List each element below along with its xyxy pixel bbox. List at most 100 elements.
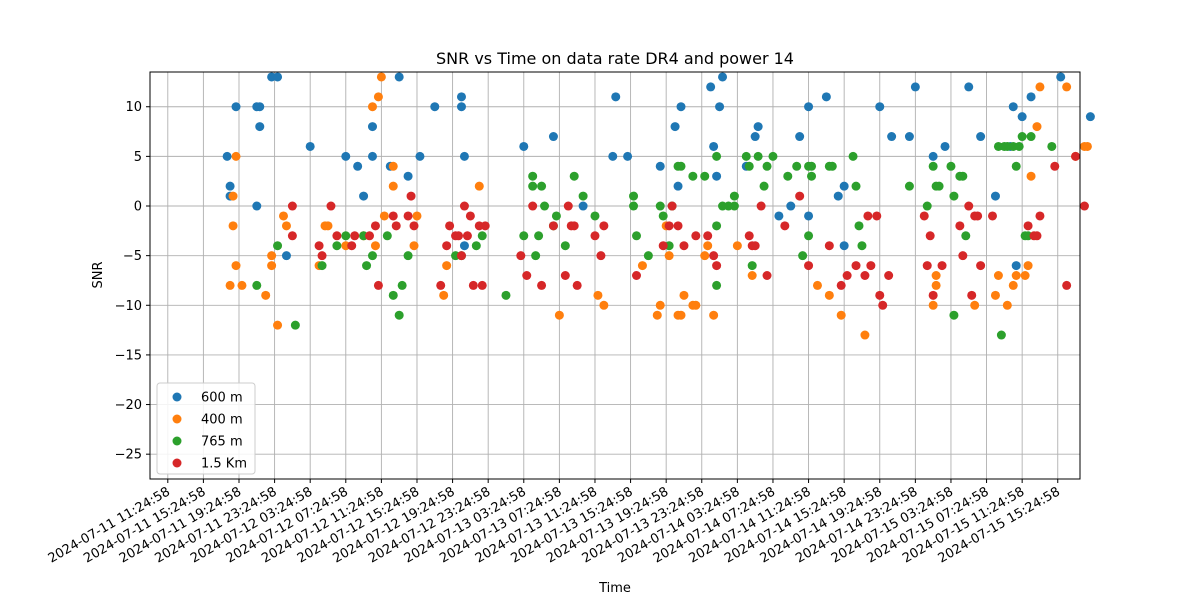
data-point (768, 151, 778, 161)
data-point (973, 211, 983, 221)
data-point (655, 161, 665, 171)
y-tick-label: −10 (115, 299, 142, 314)
data-point (996, 330, 1006, 340)
data-point (379, 211, 389, 221)
data-point (756, 201, 766, 211)
data-point (394, 310, 404, 320)
data-point (471, 241, 481, 251)
data-point (753, 122, 763, 132)
data-point (456, 102, 466, 112)
data-point (1011, 271, 1021, 280)
data-point (231, 102, 241, 112)
data-point (376, 72, 386, 82)
data-point (394, 72, 404, 82)
series-2 (252, 132, 1057, 340)
data-point (629, 191, 639, 201)
data-point (415, 151, 425, 161)
data-point (949, 191, 959, 201)
data-point (477, 280, 487, 290)
data-point (670, 122, 680, 132)
data-point (664, 251, 674, 261)
data-point (362, 261, 372, 271)
y-tick-label: 10 (125, 100, 142, 115)
data-point (712, 280, 722, 290)
data-point (317, 251, 327, 261)
data-point (774, 211, 784, 221)
data-point (459, 151, 469, 161)
y-tick-label: −25 (115, 448, 142, 463)
data-point (305, 141, 315, 151)
data-point (231, 261, 241, 271)
data-point (804, 231, 814, 241)
data-point (353, 161, 363, 171)
data-point (744, 161, 754, 171)
data-point (691, 300, 701, 310)
data-point (976, 132, 986, 142)
data-point (540, 201, 550, 211)
series-3 (287, 151, 1089, 310)
data-point (456, 251, 466, 261)
data-point (928, 161, 938, 171)
data-point (373, 280, 383, 290)
data-point (1017, 112, 1027, 122)
data-point (643, 251, 653, 261)
data-point (267, 261, 277, 271)
data-point (382, 231, 392, 241)
y-tick-label: 5 (134, 150, 142, 165)
data-point (1062, 280, 1072, 290)
data-point (658, 211, 668, 221)
data-point (314, 241, 324, 251)
data-point (712, 151, 722, 161)
data-point (955, 221, 965, 231)
data-point (228, 221, 238, 231)
data-point (931, 271, 941, 280)
data-point (747, 271, 757, 280)
data-point (459, 201, 469, 211)
y-tick-label: −20 (115, 398, 142, 413)
data-point (278, 211, 288, 221)
data-point (667, 201, 677, 211)
data-point (519, 141, 529, 151)
legend-label: 1.5 Km (201, 457, 247, 472)
data-point (252, 280, 262, 290)
data-point (290, 320, 300, 330)
data-point (851, 181, 861, 191)
data-point (860, 271, 870, 280)
data-point (928, 151, 938, 161)
data-point (350, 231, 360, 241)
data-point (1008, 102, 1018, 112)
data-point (949, 310, 959, 320)
legend-label: 600 m (201, 391, 243, 406)
data-point (795, 132, 805, 142)
data-point (237, 280, 247, 290)
data-point (468, 280, 478, 290)
data-point (436, 280, 446, 290)
data-point (480, 221, 490, 231)
data-point (326, 201, 336, 211)
data-point (569, 221, 579, 231)
data-point (551, 211, 561, 221)
data-point (934, 181, 944, 191)
x-axis-title: Time (598, 581, 631, 596)
data-point (370, 241, 380, 251)
data-point (833, 191, 843, 201)
data-point (1011, 261, 1021, 271)
data-point (842, 271, 852, 280)
data-point (812, 280, 822, 290)
data-point (403, 171, 413, 181)
data-point (397, 280, 407, 290)
data-point (273, 320, 283, 330)
data-point (827, 161, 837, 171)
data-point (287, 231, 297, 241)
data-point (409, 241, 419, 251)
y-tick-label: 0 (134, 200, 142, 215)
data-point (990, 191, 1000, 201)
data-point (1017, 132, 1027, 142)
data-point (875, 102, 885, 112)
data-point (851, 261, 861, 271)
data-point (388, 161, 398, 171)
data-point (406, 191, 416, 201)
legend-marker (172, 392, 182, 402)
data-point (456, 92, 466, 102)
